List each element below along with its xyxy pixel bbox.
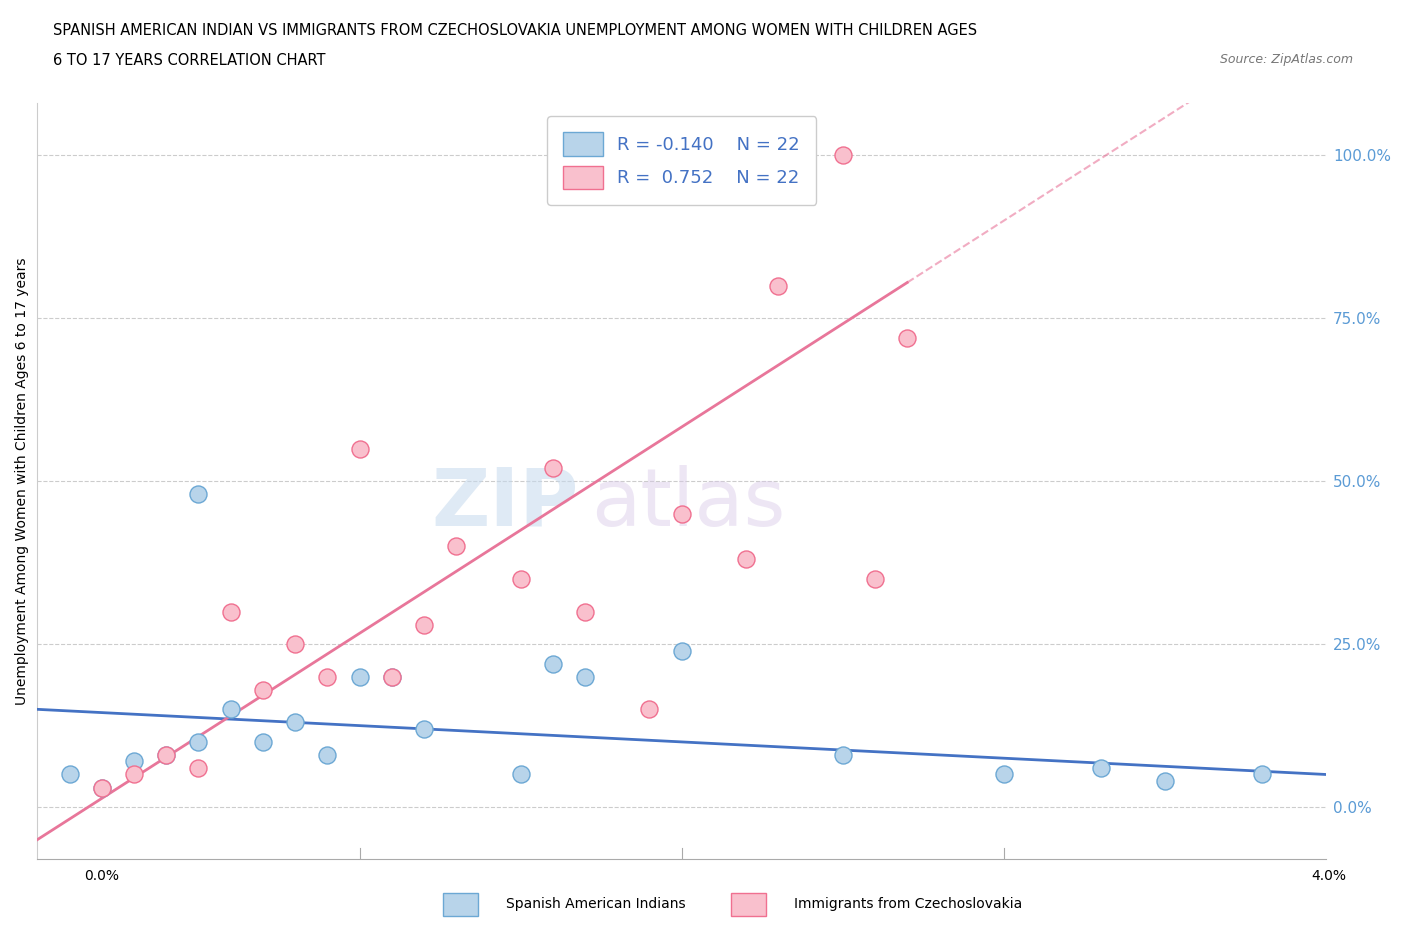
Text: 2%: 2% <box>785 870 804 883</box>
Point <box>349 670 371 684</box>
Text: SPANISH AMERICAN INDIAN VS IMMIGRANTS FROM CZECHOSLOVAKIA UNEMPLOYMENT AMONG WOM: SPANISH AMERICAN INDIAN VS IMMIGRANTS FR… <box>53 23 977 38</box>
Point <box>316 670 339 684</box>
Point <box>349 441 371 456</box>
Text: 0.0%: 0.0% <box>84 869 118 883</box>
Point <box>219 604 242 619</box>
Point <box>187 735 209 750</box>
Point <box>187 761 209 776</box>
Point <box>381 670 404 684</box>
Point <box>90 780 112 795</box>
Text: 6 TO 17 YEARS CORRELATION CHART: 6 TO 17 YEARS CORRELATION CHART <box>53 53 326 68</box>
Point <box>574 604 596 619</box>
Point <box>122 754 145 769</box>
Point <box>413 618 436 632</box>
Point <box>187 487 209 502</box>
Point <box>509 572 531 587</box>
Point <box>381 670 404 684</box>
Point <box>735 552 758 567</box>
Point <box>122 767 145 782</box>
Point <box>252 735 274 750</box>
Point <box>219 702 242 717</box>
Point <box>413 722 436 737</box>
Point <box>1090 761 1112 776</box>
Point <box>671 507 693 522</box>
Point <box>1154 774 1177 789</box>
Point <box>316 748 339 763</box>
Point <box>768 278 790 293</box>
Point <box>896 330 918 345</box>
Point <box>252 683 274 698</box>
Point <box>541 657 564 671</box>
Point <box>284 715 307 730</box>
Y-axis label: Unemployment Among Women with Children Ages 6 to 17 years: Unemployment Among Women with Children A… <box>15 258 30 705</box>
Text: Spanish American Indians: Spanish American Indians <box>506 897 686 911</box>
Point <box>574 670 596 684</box>
Point <box>155 748 177 763</box>
Point <box>671 644 693 658</box>
Point <box>831 748 853 763</box>
Point <box>509 767 531 782</box>
Point <box>831 148 853 163</box>
Point <box>638 702 661 717</box>
Text: Source: ZipAtlas.com: Source: ZipAtlas.com <box>1219 53 1353 66</box>
Point <box>155 748 177 763</box>
Point <box>863 572 886 587</box>
Text: 3%: 3% <box>1143 870 1163 883</box>
Point <box>993 767 1015 782</box>
Point <box>58 767 80 782</box>
Point <box>1250 767 1272 782</box>
Text: Immigrants from Czechoslovakia: Immigrants from Czechoslovakia <box>794 897 1022 911</box>
Text: 4.0%: 4.0% <box>1312 869 1346 883</box>
Legend: R = -0.140    N = 22, R =  0.752    N = 22: R = -0.140 N = 22, R = 0.752 N = 22 <box>547 116 817 205</box>
Point <box>444 539 467 554</box>
Text: atlas: atlas <box>592 465 786 543</box>
Point <box>541 460 564 475</box>
Text: 1%: 1% <box>426 870 446 883</box>
Text: ZIP: ZIP <box>432 465 579 543</box>
Point <box>284 637 307 652</box>
Point <box>90 780 112 795</box>
